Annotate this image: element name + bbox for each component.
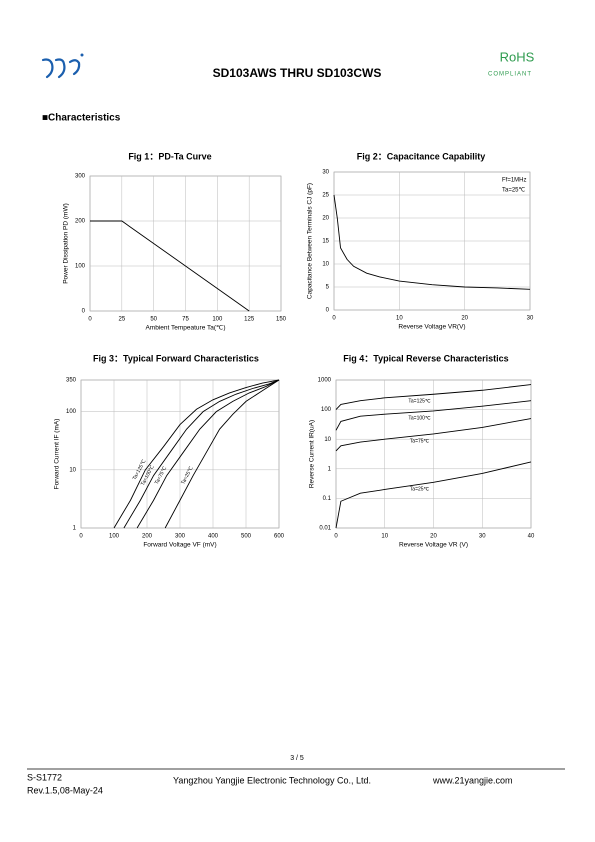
x-tick-label: 50: [150, 317, 157, 323]
series-label: Ta=125℃: [408, 399, 431, 405]
x-tick-label: 100: [212, 317, 223, 323]
y-axis-label: Power Dissipation PD (mW): [63, 203, 70, 284]
x-tick-label: 20: [461, 316, 468, 322]
x-tick-label: 10: [381, 534, 388, 540]
x-tick-label: 0: [88, 317, 92, 323]
revision: Rev.1.5,08-May-24: [27, 785, 103, 795]
curve: [136, 379, 280, 529]
y-tick-label: 100: [66, 409, 77, 415]
compliant: COMPLIANT: [488, 72, 532, 78]
y-tick-label: 300: [75, 174, 86, 180]
x-tick-label: 300: [175, 534, 186, 540]
x-tick-label: 30: [527, 316, 534, 322]
y-tick-label: 5: [326, 285, 330, 291]
y-tick-label: 200: [75, 219, 86, 225]
y-tick-label: 0: [326, 308, 330, 314]
curve: [335, 418, 532, 452]
y-tick-label: 10: [324, 437, 331, 443]
series-label: Ta=25℃: [410, 487, 430, 493]
x-axis-label: Forward Voltage VF (mV): [143, 542, 216, 549]
curve: [90, 220, 250, 312]
y-tick-label: 1: [328, 466, 332, 472]
annotation: Ta=25℃: [502, 188, 526, 194]
x-tick-label: 400: [208, 534, 219, 540]
x-tick-label: 0: [334, 534, 338, 540]
website: www.21yangjie.com: [432, 775, 513, 785]
y-tick-label: 1000: [318, 378, 332, 384]
x-tick-label: 75: [182, 317, 189, 323]
series-label: Ta=75℃: [154, 465, 169, 485]
y-tick-label: 0.01: [319, 526, 331, 532]
x-tick-label: 30: [479, 534, 486, 540]
y-tick-label: 25: [322, 193, 329, 199]
doc-title: SD103AWS THRU SD103CWS: [213, 66, 382, 80]
logo: [41, 53, 84, 79]
y-tick-label: 0.1: [323, 496, 332, 502]
annotation: Ff=1MHz: [502, 178, 527, 184]
x-axis-label: Reverse Voltage VR(V): [398, 324, 465, 331]
x-tick-label: 40: [528, 534, 535, 540]
x-tick-label: 10: [396, 316, 403, 322]
x-tick-label: 20: [430, 534, 437, 540]
chart-title: Fig 3：Typical Forward Characteristics: [93, 353, 259, 363]
y-tick-label: 10: [69, 467, 76, 473]
y-tick-label: 15: [322, 239, 329, 245]
page-number: 3 / 5: [290, 755, 304, 762]
x-tick-label: 125: [244, 317, 255, 323]
y-tick-label: 100: [321, 407, 332, 413]
x-tick-label: 0: [79, 534, 83, 540]
series-label: Ta=100℃: [408, 415, 431, 421]
curve: [335, 384, 532, 410]
x-tick-label: 500: [241, 534, 252, 540]
y-tick-label: 1: [73, 526, 77, 532]
y-axis-label: Forward Current IF (mA): [54, 419, 61, 490]
y-tick-label: 350: [66, 378, 77, 384]
curve: [113, 379, 280, 529]
y-tick-label: 20: [322, 216, 329, 222]
y-tick-label: 100: [75, 264, 86, 270]
x-tick-label: 600: [274, 534, 285, 540]
doc-number: S-S1772: [27, 772, 62, 782]
y-tick-label: 0: [82, 309, 86, 315]
company: Yangzhou Yangjie Electronic Technology C…: [173, 775, 371, 785]
y-axis-label: Reverse Current IR(uA): [309, 420, 316, 488]
y-axis-label: Capacitance Between Terminals CJ (pF): [307, 183, 314, 299]
x-tick-label: 100: [109, 534, 120, 540]
x-tick-label: 0: [332, 316, 336, 322]
x-tick-label: 25: [118, 317, 125, 323]
y-tick-label: 10: [322, 262, 329, 268]
series-label: Ta=75℃: [410, 438, 430, 444]
curve: [335, 400, 532, 431]
rohs: RoHS: [500, 49, 535, 64]
curve: [333, 194, 531, 290]
x-tick-label: 150: [276, 317, 287, 323]
x-axis-label: Reverse Voltage VR (V): [399, 542, 468, 549]
chart-title: Fig 2：Capacitance Capability: [357, 151, 486, 161]
curve: [164, 379, 280, 529]
section-title: ■Characteristics: [42, 113, 121, 124]
series-label: Ta=25℃: [180, 465, 195, 485]
curve: [123, 379, 280, 529]
x-tick-label: 200: [142, 534, 153, 540]
y-tick-label: 30: [322, 170, 329, 176]
chart-title: Fig 1：PD-Ta Curve: [128, 151, 211, 161]
chart-title: Fig 4：Typical Reverse Characteristics: [343, 353, 508, 363]
curve: [335, 461, 532, 529]
x-axis-label: Ambient Tempeature Ta(℃): [145, 325, 225, 332]
